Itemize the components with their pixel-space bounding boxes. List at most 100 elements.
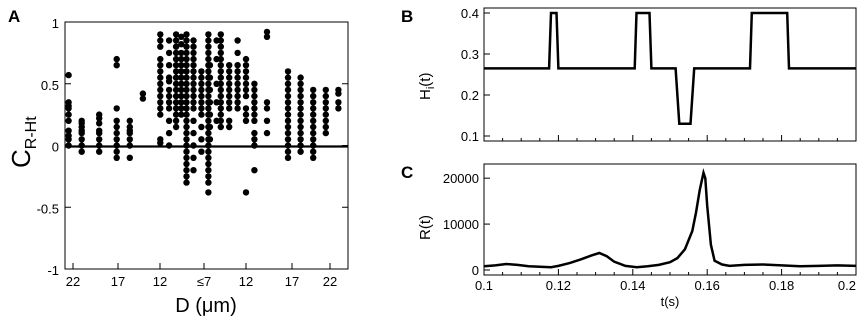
panel-a-point xyxy=(322,105,329,112)
panel-a-point xyxy=(242,61,250,69)
panel-a-point xyxy=(234,80,241,88)
panel-a-point xyxy=(284,74,292,81)
panel-a-point xyxy=(96,127,103,134)
panel-c-frame xyxy=(483,163,857,276)
panel-a-point xyxy=(172,99,180,106)
panel-c-x-tick-label: 0.2 xyxy=(838,278,856,293)
panel-a-point xyxy=(297,136,304,143)
panel-a-point xyxy=(157,86,164,94)
panel-a-point xyxy=(183,148,190,155)
panel-a-point xyxy=(198,123,205,131)
panel-a-point xyxy=(322,92,329,100)
panel-a-letter: A xyxy=(8,7,20,26)
panel-a-point xyxy=(190,117,197,125)
panel-a-point xyxy=(251,111,258,118)
panel-b-letter: B xyxy=(401,7,413,26)
panel-a-point xyxy=(234,105,241,112)
panel-b-y-tick-label: 0.4 xyxy=(461,6,479,21)
panel-a-point xyxy=(183,179,190,186)
panel-a-point xyxy=(205,31,212,38)
panel-a-point xyxy=(198,148,205,155)
panel-a-point xyxy=(172,123,180,131)
panel-a-point xyxy=(234,99,241,106)
panel-a-point xyxy=(217,61,224,69)
panel-a-point xyxy=(284,123,292,131)
panel-a-point xyxy=(310,154,317,161)
panel-a-point xyxy=(190,86,197,94)
panel-a-point xyxy=(126,117,133,125)
panel-a-point xyxy=(335,105,342,112)
panel-a-point xyxy=(205,49,212,57)
panel-a-point xyxy=(165,142,173,149)
panel-a-point xyxy=(183,43,190,50)
panel-a-point xyxy=(322,117,329,125)
panel-a-point xyxy=(183,105,190,112)
panel-c-x-tick-label: 0.12 xyxy=(546,278,571,293)
panel-a-point xyxy=(284,148,292,155)
panel-a-point xyxy=(251,99,258,106)
panel-b-y-tick-label: 0.3 xyxy=(461,47,479,62)
panel-a-point xyxy=(172,61,180,69)
panel-a-point xyxy=(205,154,212,161)
panel-a-point xyxy=(198,105,205,112)
panel-a-point xyxy=(310,111,317,118)
panel-c-series-line xyxy=(483,167,857,269)
panel-a-point xyxy=(113,154,120,161)
panel-a-point xyxy=(217,80,224,88)
panel-a-point xyxy=(126,129,133,137)
panel-a-point xyxy=(96,120,103,127)
panel-a-point xyxy=(183,80,190,88)
panel-a-point xyxy=(183,99,190,106)
panel-a-point xyxy=(78,136,85,143)
panel-a-point xyxy=(126,154,133,161)
panel-a-point xyxy=(178,80,185,88)
panel-a-point xyxy=(183,55,190,63)
panel-a-points xyxy=(65,28,342,196)
panel-a-point xyxy=(172,86,180,94)
panel-a-point xyxy=(96,115,103,122)
panel-a-y-tick-label: 0 xyxy=(52,140,59,155)
panel-a-point xyxy=(217,117,224,125)
panel-a-point xyxy=(190,154,197,161)
panel-a-point xyxy=(205,80,212,88)
panel-a-point xyxy=(157,68,164,75)
panel-a-point xyxy=(205,129,212,137)
panel-a-point xyxy=(183,154,190,161)
panel-a-point xyxy=(217,105,224,112)
panel-a-point xyxy=(217,55,224,63)
panel-a-point xyxy=(284,154,292,161)
panel-a-point xyxy=(297,92,304,100)
panel-a-x-ticks: 22 17 12 ≤7 12 17 22 xyxy=(66,263,337,289)
panel-a-point xyxy=(297,123,304,131)
panel-c-x-tick-label: 0.16 xyxy=(695,278,720,293)
panel-a-point xyxy=(172,105,180,112)
panel-a-point xyxy=(65,142,72,149)
panel-a-point xyxy=(205,160,212,168)
panel-a-point xyxy=(206,136,214,143)
panel-b-x-ticks xyxy=(483,135,857,141)
panel-a-point xyxy=(198,80,205,88)
panel-a-x-tick-label: 17 xyxy=(111,274,125,289)
panel-a-point xyxy=(297,105,304,112)
panel-a-point xyxy=(183,136,190,143)
panel-a-point xyxy=(78,129,85,137)
panel-a-point xyxy=(205,117,212,125)
panel-a-point xyxy=(165,61,173,69)
panel-a-point xyxy=(183,92,190,100)
panel-a-point xyxy=(242,92,250,100)
panel-a-point xyxy=(322,129,329,137)
panel-a-point xyxy=(242,117,250,125)
panel-a-point xyxy=(297,117,304,125)
panel-a-point xyxy=(205,167,212,174)
panel-a-point xyxy=(178,105,185,112)
panel-a-point xyxy=(284,129,292,137)
panel-a-point xyxy=(226,68,233,75)
panel-a-point xyxy=(284,117,292,125)
panel-a-point xyxy=(234,86,241,94)
panel-a-point xyxy=(206,99,214,106)
panel-a-point xyxy=(78,148,85,155)
panel-a-point xyxy=(165,129,173,137)
panel-a-y-tick-label: -1 xyxy=(47,263,59,278)
panel-a-point xyxy=(190,37,197,44)
panel-a-point xyxy=(172,37,180,44)
